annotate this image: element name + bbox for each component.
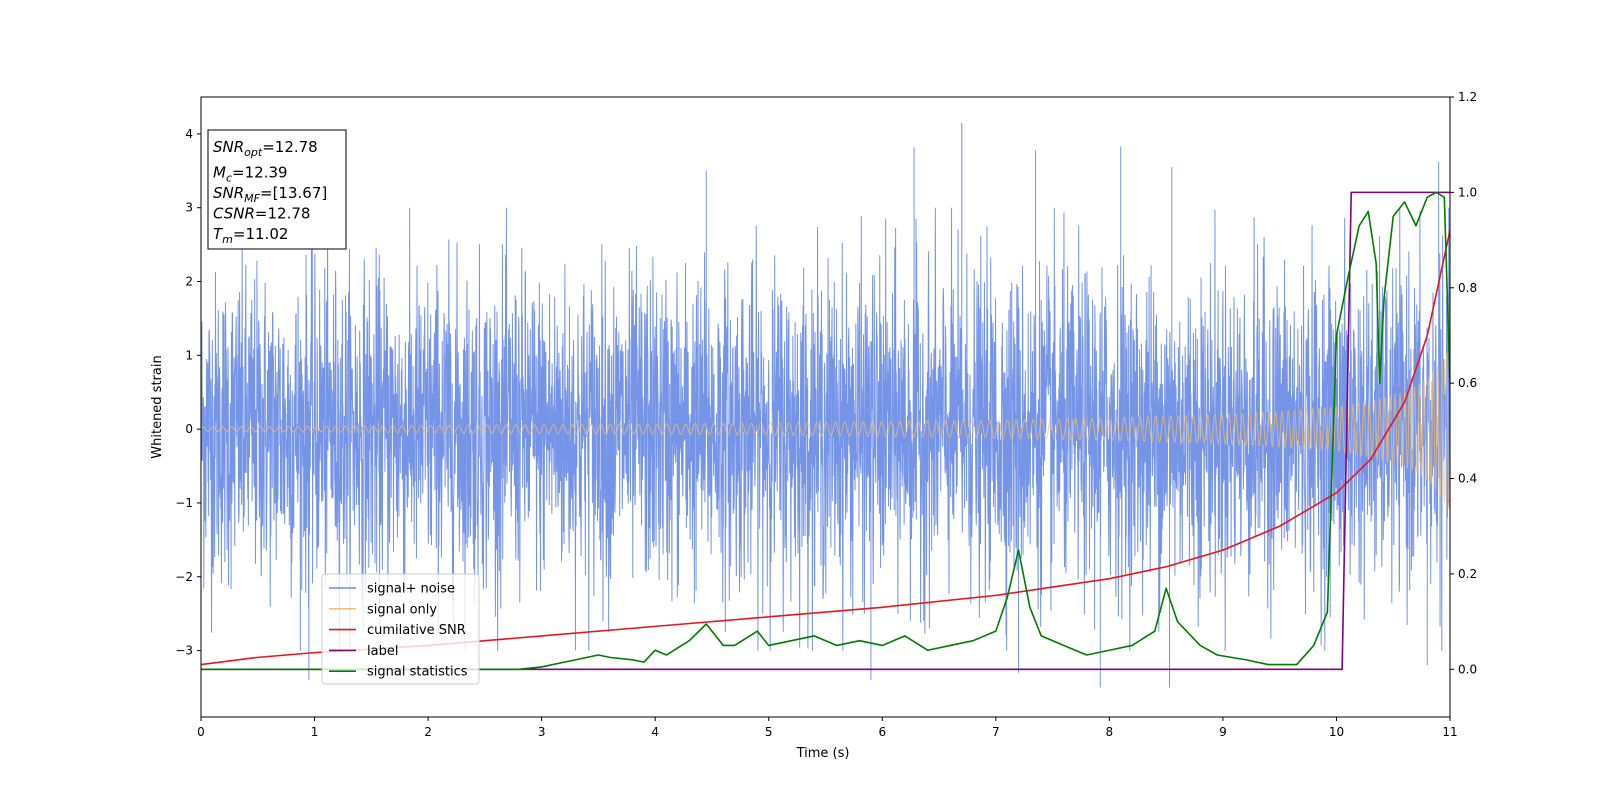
info-box-line: SNRopt=12.78 (213, 138, 318, 159)
y-axis-label: Whitened strain (150, 355, 165, 458)
info-box-symbol: SNR (213, 184, 244, 202)
y-axis-left-ticks: −3 −2 −1 0 1 2 3 4 (175, 127, 201, 658)
info-box-symbol: SNR (213, 138, 244, 156)
legend-entry-label: signal statistics (367, 665, 468, 680)
x-tick-label: 0 (197, 725, 205, 739)
x-tick-label: 6 (878, 725, 886, 739)
x-tick-label: 5 (765, 725, 773, 739)
x-tick-label: 8 (1106, 725, 1114, 739)
legend-entry-label: signal+ noise (367, 582, 455, 597)
y-left-tick-label: 0 (185, 422, 193, 436)
legend-entry-label: signal only (367, 602, 437, 617)
info-box-subscript: m (222, 233, 233, 246)
info-box-value: =12.78 (262, 138, 318, 156)
series-label (201, 191, 1450, 671)
x-tick-label: 11 (1442, 725, 1457, 739)
x-axis-ticks: 0 1 2 3 4 5 6 7 8 9 10 11 (197, 717, 1458, 739)
x-tick-label: 10 (1329, 725, 1344, 739)
y-right-tick-label: 0.0 (1458, 662, 1477, 676)
plot-area (201, 122, 1450, 688)
info-box-line: CSNR=12.78 (213, 205, 310, 223)
plot-frame (200, 96, 1451, 718)
series-layer (201, 122, 1450, 688)
legend: signal+ noise signal only cumilative SNR la… (321, 573, 480, 685)
x-tick-label: 1 (311, 725, 319, 739)
info-box-line: Mc=12.39 (213, 164, 288, 185)
x-axis-label: Time (s) (796, 746, 850, 761)
x-tick-label: 4 (651, 725, 659, 739)
y-left-tick-label: −1 (175, 496, 193, 510)
x-tick-label: 7 (992, 725, 1000, 739)
y-left-tick-label: 4 (185, 127, 193, 141)
info-box-value: =11.02 (233, 225, 289, 243)
series-signal-only (201, 352, 1450, 509)
y-right-tick-label: 0.4 (1458, 472, 1477, 486)
y-axis-right-ticks: 0.0 0.2 0.4 0.6 0.8 1.0 1.2 (1450, 90, 1477, 676)
x-tick-label: 9 (1219, 725, 1227, 739)
info-box-symbol: M (213, 164, 226, 182)
x-tick-label: 3 (538, 725, 546, 739)
y-right-tick-label: 1.2 (1458, 90, 1477, 104)
y-right-tick-label: 0.6 (1458, 376, 1477, 390)
info-box-symbol: CSNR (213, 205, 255, 223)
series-signal-statistics (201, 191, 1450, 671)
y-right-tick-label: 0.8 (1458, 281, 1477, 295)
y-left-tick-label: −3 (175, 644, 193, 658)
info-box-subscript: opt (244, 146, 263, 159)
y-left-tick-label: 1 (185, 348, 193, 362)
legend-entry-label: cumilative SNR (367, 623, 466, 638)
y-left-tick-label: 2 (185, 275, 193, 289)
info-box-value: =[13.67] (260, 184, 327, 202)
info-box-line: SNRMF=[13.67] (213, 184, 327, 205)
y-left-tick-label: 3 (185, 201, 193, 215)
y-right-tick-label: 1.0 (1458, 185, 1477, 199)
legend-frame (321, 573, 480, 685)
info-box-value: =12.78 (255, 205, 311, 223)
info-box-value: =12.39 (232, 164, 288, 182)
info-box: SNRopt=12.78Mc=12.39SNRMF=[13.67]CSNR=12… (207, 129, 347, 250)
legend-entry-label: label (367, 644, 398, 659)
info-box-subscript: MF (244, 192, 260, 205)
y-left-tick-label: −2 (175, 570, 193, 584)
info-box-line: Tm=11.02 (213, 225, 288, 246)
info-box-subscript: c (226, 172, 232, 185)
info-box-frame (207, 129, 347, 250)
y-right-tick-label: 0.2 (1458, 567, 1477, 581)
info-box-symbol: T (213, 225, 224, 243)
x-tick-label: 2 (424, 725, 432, 739)
